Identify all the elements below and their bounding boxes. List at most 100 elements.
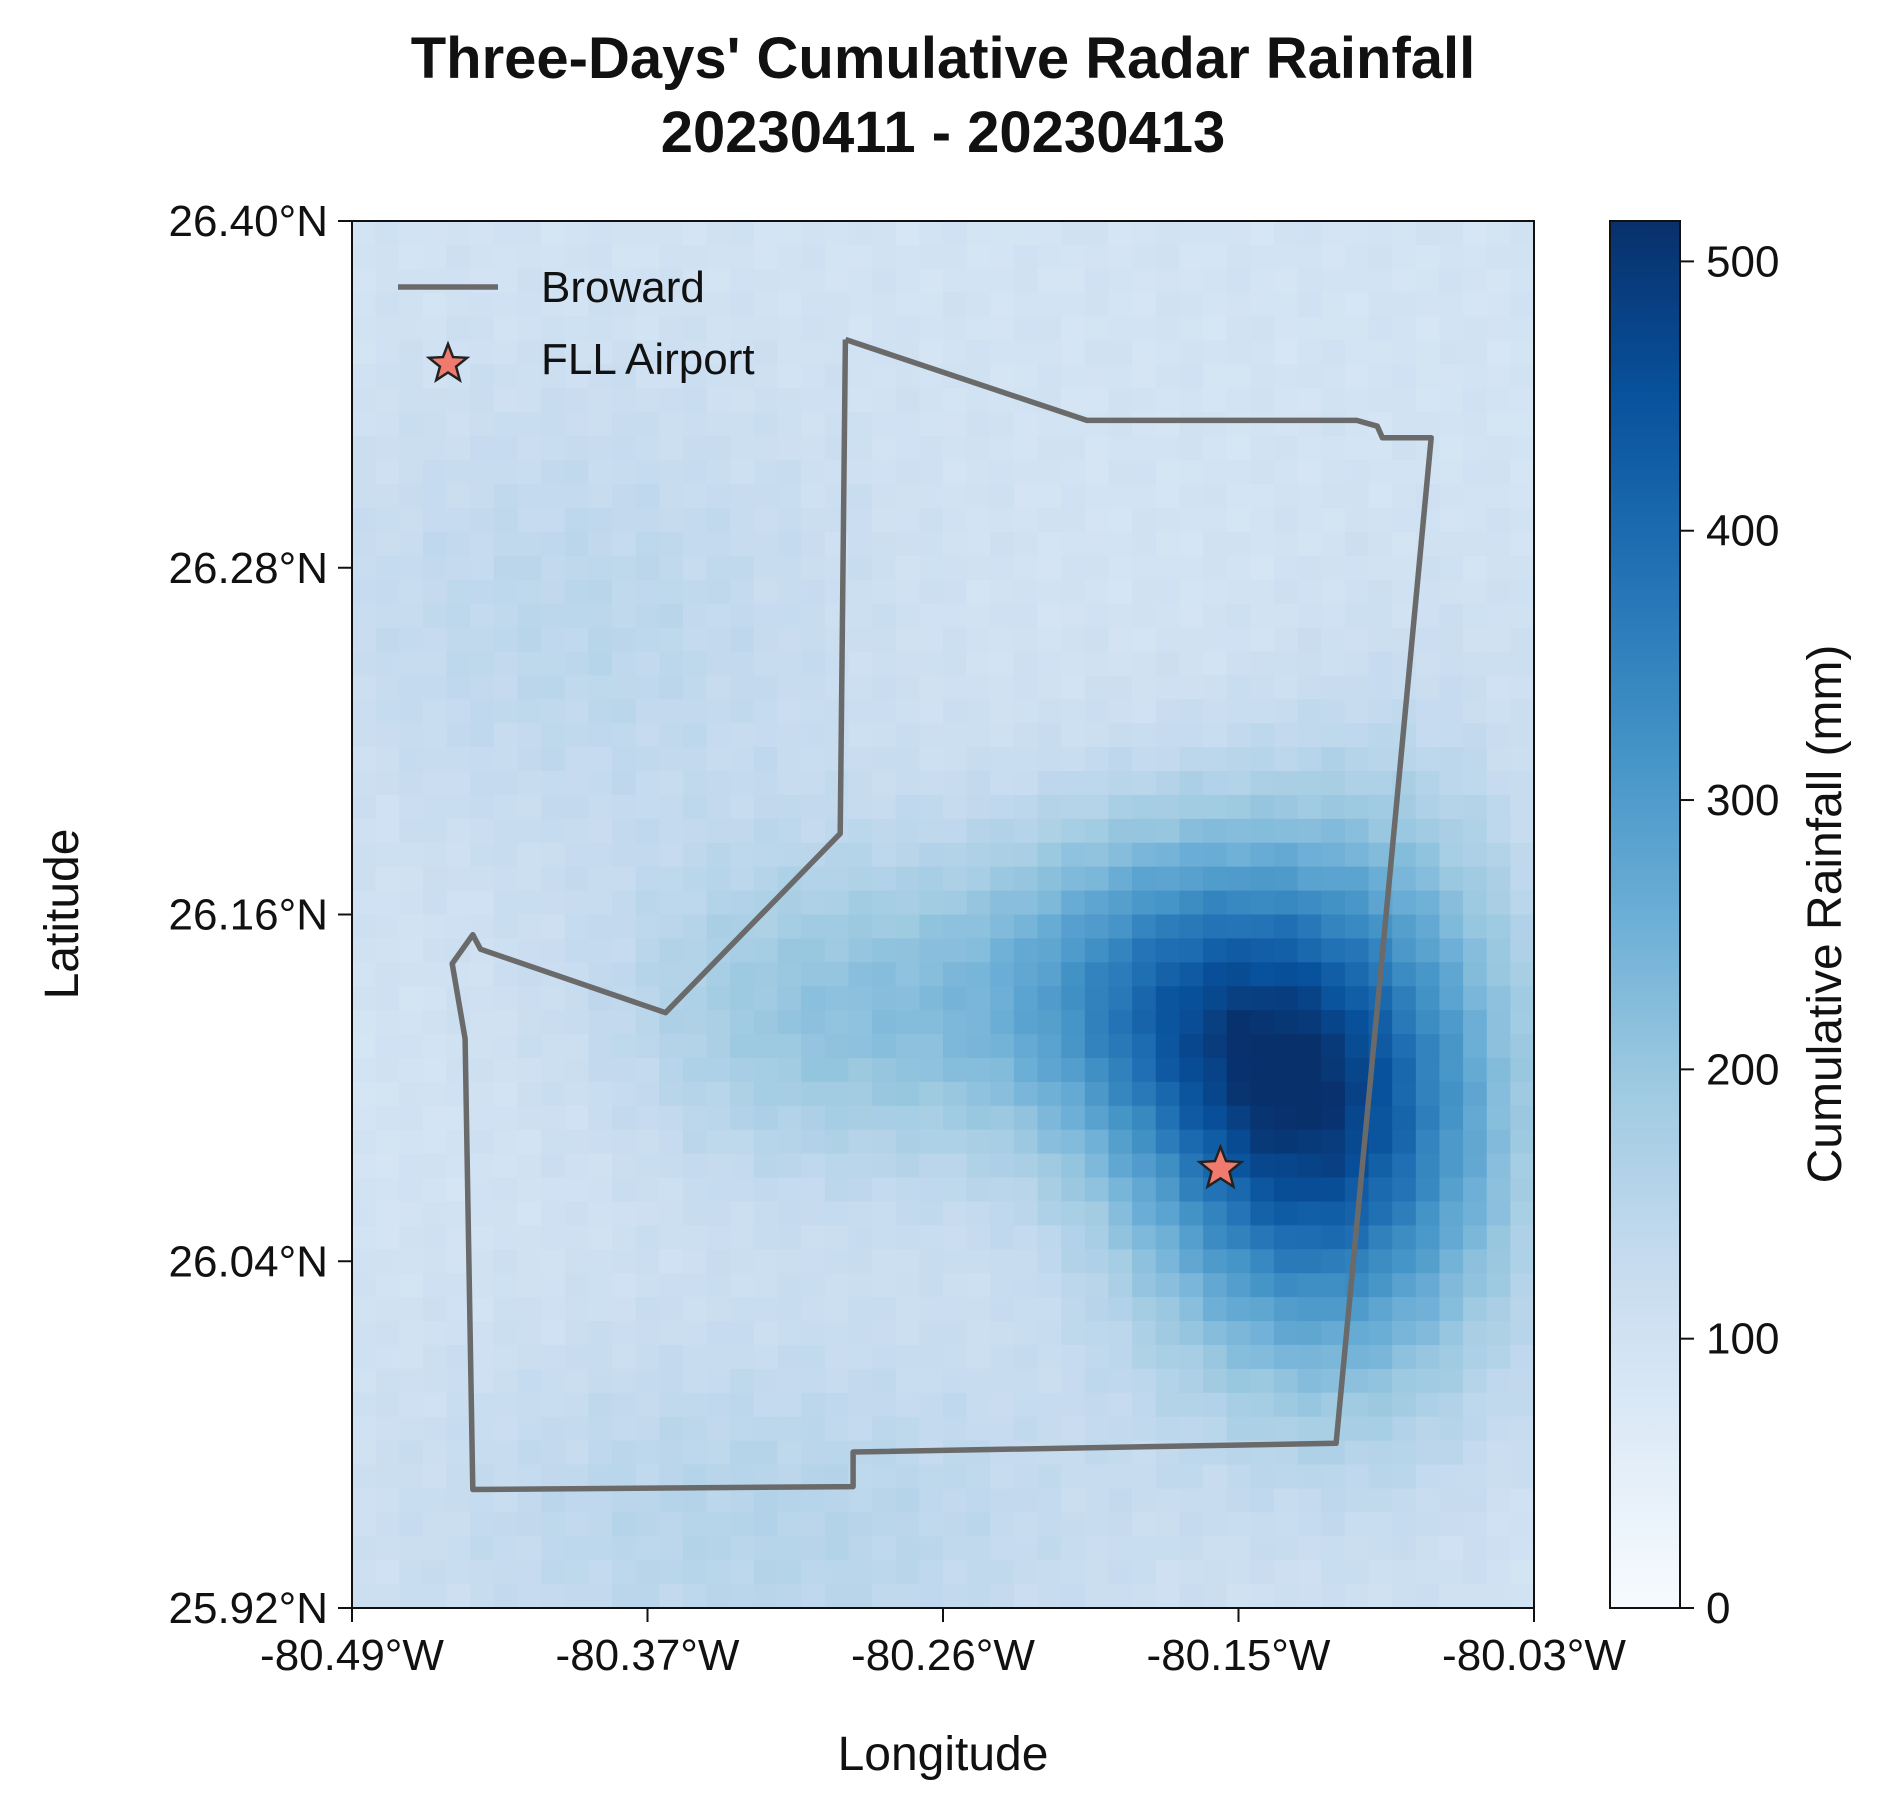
heatmap-cell: [1084, 1057, 1110, 1083]
heatmap-cell: [1250, 1225, 1275, 1250]
heatmap-cell: [895, 1392, 920, 1418]
heatmap-cell: [1368, 1153, 1393, 1179]
heatmap-cell: [470, 1225, 495, 1250]
heatmap-cell: [541, 1536, 566, 1561]
heatmap-cell: [1321, 460, 1346, 485]
heatmap-cell: [919, 1536, 944, 1561]
heatmap-cell: [801, 1297, 826, 1322]
heatmap-cell: [375, 579, 400, 605]
heatmap-cell: [1486, 1584, 1511, 1608]
heatmap-cell: [541, 1321, 566, 1346]
heatmap-cell: [635, 1153, 660, 1179]
heatmap-cell: [1226, 1488, 1251, 1513]
heatmap-cell: [1415, 1297, 1441, 1322]
heatmap-cell: [919, 1201, 944, 1226]
heatmap-cell: [1368, 1321, 1393, 1346]
heatmap-cell: [801, 890, 826, 916]
heatmap-cell: [872, 364, 897, 389]
heatmap-cell: [682, 1560, 708, 1585]
heatmap-cell: [1273, 1081, 1299, 1107]
heatmap-cell: [1250, 1034, 1275, 1059]
heatmap-cell: [824, 221, 850, 246]
heatmap-cell: [1344, 962, 1370, 987]
heatmap-cell: [1510, 1129, 1534, 1155]
heatmap-cell: [493, 1153, 519, 1179]
heatmap-cell: [1297, 340, 1322, 366]
heatmap-cell: [517, 1560, 542, 1585]
heatmap-cell: [1084, 818, 1110, 844]
heatmap-cell: [990, 1057, 1015, 1083]
heatmap-cell: [399, 1344, 424, 1370]
heatmap-cell: [470, 364, 495, 389]
heatmap-cell: [801, 1321, 826, 1346]
heatmap-cell: [919, 1464, 944, 1490]
heatmap-cell: [824, 1344, 850, 1370]
heatmap-cell: [1273, 1153, 1299, 1179]
heatmap-cell: [801, 268, 826, 294]
heatmap-cell: [777, 675, 802, 700]
heatmap-cell: [801, 507, 826, 533]
heatmap-cell: [1155, 723, 1180, 748]
heatmap-cell: [1463, 268, 1488, 294]
heatmap-cell: [352, 986, 377, 1011]
heatmap-cell: [1392, 1249, 1417, 1274]
heatmap-cell: [1344, 1034, 1370, 1059]
heatmap-cell: [1155, 1153, 1180, 1179]
heatmap-cell: [1297, 316, 1322, 342]
heatmap-cell: [1013, 842, 1039, 868]
heatmap-cell: [706, 747, 731, 772]
heatmap-cell: [352, 555, 377, 581]
heatmap-cell: [801, 1416, 826, 1442]
heatmap-cell: [517, 1201, 542, 1226]
heatmap-cell: [801, 579, 826, 605]
heatmap-cell: [1037, 1512, 1062, 1537]
heatmap-cell: [1226, 579, 1251, 605]
heatmap-cell: [1155, 1201, 1180, 1226]
heatmap-cell: [1415, 771, 1441, 796]
heatmap-cell: [706, 555, 731, 581]
heatmap-cell: [1013, 1440, 1039, 1466]
heatmap-cell: [1132, 1416, 1157, 1442]
heatmap-cell: [801, 1081, 826, 1107]
heatmap-cell: [399, 986, 424, 1011]
heatmap-cell: [943, 1584, 968, 1608]
heatmap-cell: [1392, 364, 1417, 389]
heatmap-cell: [612, 292, 637, 318]
heatmap-cell: [706, 268, 731, 294]
heatmap-cell: [1061, 675, 1086, 700]
heatmap-cell: [1439, 460, 1464, 485]
heatmap-cell: [1108, 890, 1133, 916]
heatmap-cell: [541, 1344, 566, 1370]
heatmap-cell: [1108, 1177, 1133, 1203]
heatmap-cell: [1037, 1057, 1062, 1083]
heatmap-cell: [990, 316, 1015, 342]
heatmap-cell: [635, 1368, 660, 1394]
heatmap-cell: [564, 412, 589, 437]
heatmap-cell: [1273, 340, 1299, 366]
heatmap-cell: [1250, 1297, 1275, 1322]
heatmap-cell: [493, 484, 519, 509]
heatmap-cell: [399, 771, 424, 796]
heatmap-cell: [635, 1464, 660, 1490]
heatmap-cell: [399, 1081, 424, 1107]
heatmap-cell: [824, 316, 850, 342]
heatmap-cell: [848, 531, 873, 557]
heatmap-cell: [1297, 627, 1322, 653]
heatmap-cell: [872, 412, 897, 437]
heatmap-cell: [1463, 986, 1488, 1011]
heatmap-cell: [848, 603, 873, 629]
heatmap-cell: [1321, 603, 1346, 629]
heatmap-cell: [375, 531, 400, 557]
heatmap-cell: [1250, 1081, 1275, 1107]
y-tick-label: 26.16°N: [169, 891, 328, 940]
heatmap-cell: [1297, 699, 1322, 724]
heatmap-cell: [564, 292, 589, 318]
heatmap-cell: [588, 1440, 613, 1466]
heatmap-cell: [375, 1321, 400, 1346]
heatmap-cell: [1344, 1392, 1370, 1418]
heatmap-cell: [564, 842, 589, 868]
heatmap-cell: [612, 484, 637, 509]
colorbar-tick-label: 0: [1706, 1584, 1730, 1633]
heatmap-cell: [753, 651, 779, 676]
heatmap-cell: [422, 723, 448, 748]
